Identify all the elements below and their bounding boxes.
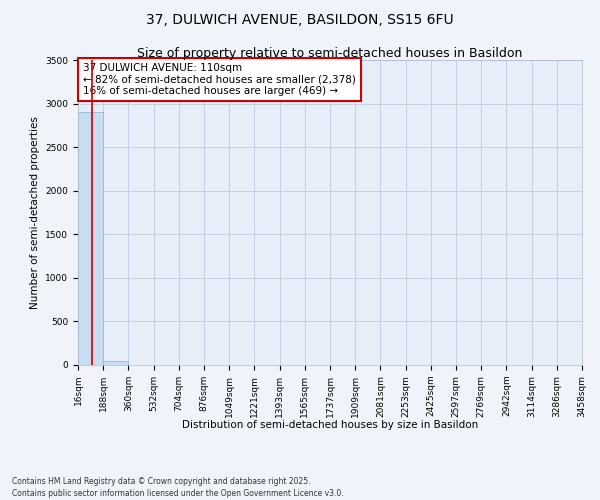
Bar	[103, 360, 128, 365]
Text: 37 DULWICH AVENUE: 110sqm
← 82% of semi-detached houses are smaller (2,378)
16% : 37 DULWICH AVENUE: 110sqm ← 82% of semi-…	[83, 63, 356, 96]
Text: 37, DULWICH AVENUE, BASILDON, SS15 6FU: 37, DULWICH AVENUE, BASILDON, SS15 6FU	[146, 12, 454, 26]
Title: Size of property relative to semi-detached houses in Basildon: Size of property relative to semi-detach…	[137, 47, 523, 60]
X-axis label: Distribution of semi-detached houses by size in Basildon: Distribution of semi-detached houses by …	[182, 420, 478, 430]
Y-axis label: Number of semi-detached properties: Number of semi-detached properties	[30, 116, 40, 309]
Text: Contains HM Land Registry data © Crown copyright and database right 2025.
Contai: Contains HM Land Registry data © Crown c…	[12, 476, 344, 498]
Bar	[78, 112, 103, 365]
